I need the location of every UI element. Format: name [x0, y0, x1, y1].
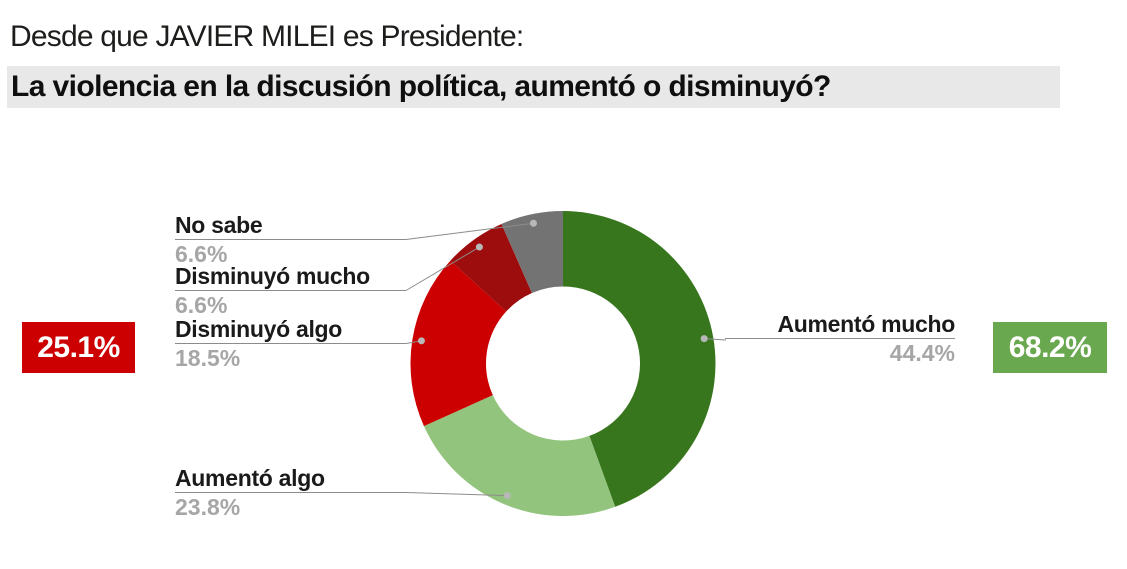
donut-segment-aumento-mucho — [563, 211, 716, 507]
donut-segment-aumento-algo — [423, 395, 616, 516]
increased-total-value: 68.2% — [1008, 330, 1092, 364]
callout-value: 6.6% — [175, 241, 228, 267]
decreased-total-box: 25.1% — [22, 322, 135, 373]
question-bar: La violencia en la discusión política, a… — [7, 66, 1060, 108]
callout-label: Aumentó mucho — [725, 312, 955, 339]
callout-label: Disminuyó mucho — [175, 264, 406, 291]
leader-dot-disminuyo-mucho — [475, 243, 483, 251]
question-text: La violencia en la discusión política, a… — [11, 70, 831, 103]
page-title: Desde que JAVIER MILEI es Presidente: — [10, 20, 524, 53]
donut-segment-disminuyo-mucho — [450, 223, 532, 312]
donut-segment-no-sabe — [501, 211, 563, 294]
callout-aumento-algo: Aumentó algo 23.8% — [175, 466, 406, 520]
callout-label: Disminuyó algo — [175, 317, 406, 344]
leader-line-disminuyo-mucho — [405, 246, 480, 291]
leader-line-no-sabe — [405, 222, 534, 240]
leader-dot-disminuyo-algo — [417, 337, 425, 345]
increased-total-box: 68.2% — [993, 322, 1107, 373]
decreased-total-value: 25.1% — [37, 330, 120, 364]
leader-line-aumento-mucho — [704, 338, 727, 341]
leader-dot-no-sabe — [529, 219, 537, 227]
leader-dot-aumento-mucho — [700, 335, 708, 343]
donut-segment-disminuyo-algo — [410, 260, 507, 427]
callout-value: 6.6% — [175, 292, 228, 318]
callout-value: 44.4% — [889, 340, 955, 366]
callout-disminuyo-algo: Disminuyó algo 18.5% — [175, 317, 406, 371]
callout-label: Aumentó algo — [175, 466, 406, 493]
callout-value: 23.8% — [175, 494, 241, 520]
callout-aumento-mucho: Aumentó mucho 44.4% — [725, 312, 955, 366]
callout-disminuyo-mucho: Disminuyó mucho 6.6% — [175, 264, 406, 318]
callout-value: 18.5% — [175, 345, 241, 371]
callout-label: No sabe — [175, 213, 406, 240]
leader-dot-aumento-algo — [503, 492, 511, 500]
callout-no-sabe: No sabe 6.6% — [175, 213, 406, 267]
leader-line-aumento-algo — [405, 492, 508, 497]
